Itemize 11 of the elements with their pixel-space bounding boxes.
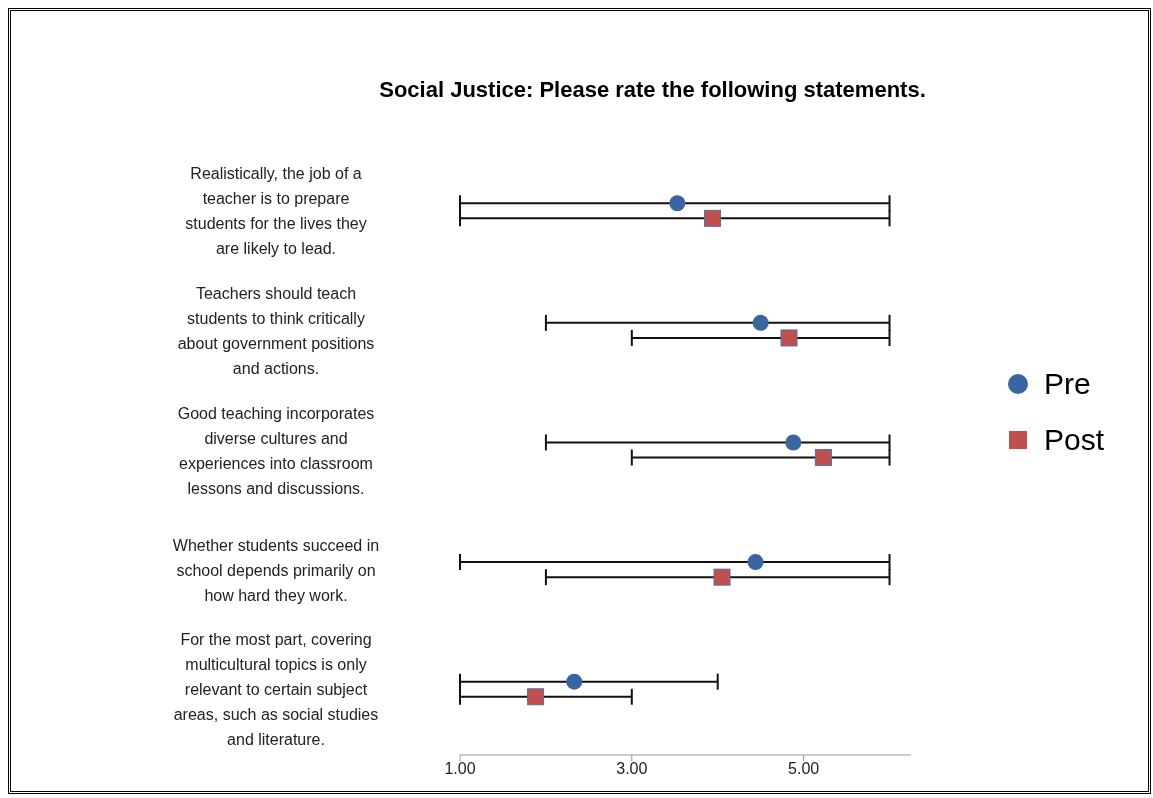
- legend-label: Pre: [1044, 367, 1091, 401]
- y-tick-label: Realistically, the job of a teacher is to prepare students for the lives they are likely to lead.: [185, 164, 367, 257]
- legend-label: Post: [1044, 423, 1105, 457]
- x-tick-label: 3.00: [616, 760, 648, 778]
- chart-title: Social Justice: Please rate the following statements.: [378, 77, 927, 103]
- y-tick-label: Good teaching incorporates diverse cultures and experiences into classroom lessons and discussions.: [177, 404, 375, 497]
- x-tick-label: 1.00: [444, 760, 476, 778]
- y-tick-label: For the most part, covering multicultural topics is only relevant to certain subject areas, such as social studies and literature.: [173, 630, 379, 748]
- y-tick-label: Teachers should teach students to think critically about government positions and actions.: [177, 284, 375, 377]
- x-tick-label: 5.00: [788, 760, 820, 778]
- y-tick-label: Whether students succeed in school depends primarily on how hard they work.: [172, 536, 380, 604]
